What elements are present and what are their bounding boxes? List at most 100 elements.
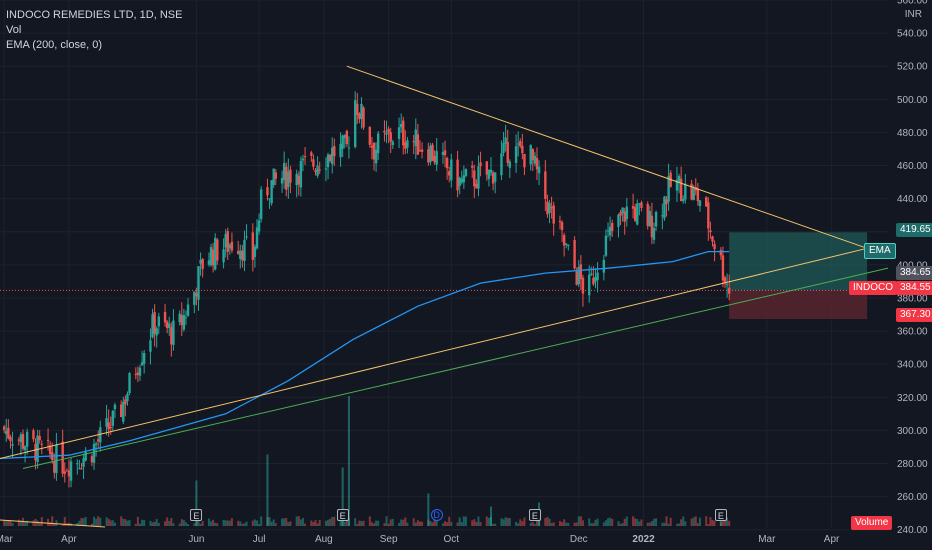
candle-body (157, 316, 160, 327)
y-tick-label: 300.00 (897, 426, 928, 437)
volume-bar (682, 516, 685, 526)
candle-body (456, 159, 459, 191)
candle-body (61, 441, 64, 474)
volume-bar (558, 521, 561, 526)
candle-body (259, 189, 263, 220)
volume-bar (84, 516, 87, 526)
volume-bar (216, 523, 219, 526)
volume-bar (343, 521, 346, 526)
volume-bar (93, 516, 96, 526)
candle-body (339, 143, 342, 158)
volume-bar (373, 523, 376, 526)
candle-body (723, 277, 727, 284)
candle-body (531, 149, 534, 161)
candle-body (487, 169, 491, 179)
volume-bar (634, 518, 637, 526)
volume-bar (462, 516, 465, 526)
volume-bar (184, 522, 187, 526)
volume-bar (471, 520, 474, 526)
candle-body (297, 175, 300, 185)
candle-body (299, 161, 303, 188)
volume-bar (446, 522, 449, 526)
candle-body (216, 239, 219, 261)
volume-bar (577, 516, 580, 526)
volume-bar (625, 516, 628, 526)
volume-bar (193, 523, 196, 526)
candle-body (631, 206, 635, 209)
last-price-tag: 384.65 (896, 266, 932, 280)
candle-body (596, 272, 599, 281)
volume-bar (416, 520, 419, 526)
candle-body (500, 153, 503, 176)
volume-bar (621, 523, 624, 526)
volume-bar (632, 516, 635, 526)
candle-body (552, 205, 555, 224)
volume-bar (362, 520, 365, 526)
volume-bar (97, 516, 100, 526)
volume-bar (314, 520, 317, 526)
candle-body (462, 175, 466, 183)
candle-body (178, 313, 181, 323)
volume-bar (283, 518, 286, 526)
volume-bar (623, 518, 626, 526)
volume-bar (575, 522, 578, 526)
volume-bar (172, 523, 175, 526)
volume-bar (389, 519, 392, 526)
candle-body (90, 456, 94, 463)
volume-bar (456, 522, 459, 526)
candle-body (23, 446, 27, 451)
x-tick-label: Aug (315, 534, 333, 545)
volume-bar (61, 523, 64, 526)
candle-body (255, 227, 259, 249)
earnings-marker[interactable]: E (336, 509, 349, 521)
candle-body (211, 249, 215, 266)
volume-bar (318, 519, 321, 526)
dividend-marker[interactable]: D (430, 509, 443, 521)
chart-legend: INDOCO REMEDIES LTD, 1D, NSE Vol EMA (20… (6, 8, 182, 53)
candle-body (431, 144, 434, 161)
candle-body (165, 321, 169, 329)
volume-bar (253, 519, 256, 526)
x-tick-label: Jun (188, 534, 204, 545)
candle-body (458, 177, 461, 186)
candle-body (581, 277, 585, 294)
candle-body (253, 246, 257, 258)
volume-bar (494, 523, 497, 526)
volume-indicator-label[interactable]: Vol (6, 24, 22, 36)
candle-body (2, 426, 6, 430)
volume-bar (724, 520, 727, 526)
volume-bar (5, 520, 8, 526)
volume-bar (640, 519, 643, 526)
earnings-marker[interactable]: E (528, 509, 541, 521)
volume-bar (567, 522, 570, 526)
y-tick-label: 260.00 (897, 492, 928, 503)
earnings-marker[interactable]: E (714, 509, 727, 521)
candle-body (397, 127, 401, 139)
candle-body (360, 103, 363, 119)
candle-body (475, 183, 478, 189)
candle-body (621, 207, 624, 214)
y-tick-label: 480.00 (897, 128, 928, 139)
symbol-title[interactable]: INDOCO REMEDIES LTD, 1D, NSE (6, 9, 183, 21)
candle-body (636, 203, 639, 225)
currency-label: INR (904, 9, 922, 20)
volume-bar (444, 521, 447, 526)
volume-bar (550, 522, 553, 526)
x-tick-label: Sep (380, 534, 398, 545)
candle-body (55, 444, 58, 474)
volume-bar (26, 520, 29, 526)
earnings-marker[interactable]: E (190, 509, 203, 521)
candle-body (251, 232, 255, 260)
volume-bar (678, 523, 681, 526)
volume-bar (533, 523, 536, 526)
volume-bar (531, 522, 534, 526)
candle-body (84, 451, 87, 461)
stop-price-tag: 367.30 (896, 308, 932, 322)
ema-indicator-label[interactable]: EMA (200, close, 0) (6, 39, 102, 51)
candle-body (149, 340, 152, 352)
volume-bar (155, 519, 158, 526)
volume-bar (310, 520, 313, 526)
candle-body (34, 443, 37, 461)
candle-body (136, 372, 140, 375)
